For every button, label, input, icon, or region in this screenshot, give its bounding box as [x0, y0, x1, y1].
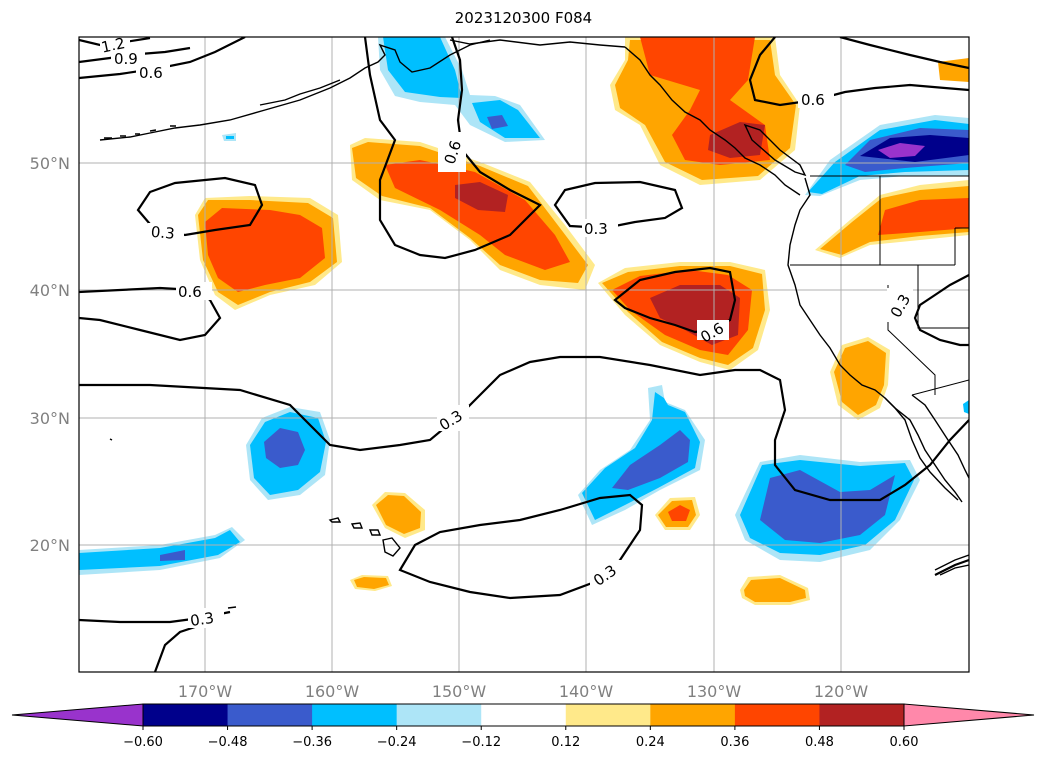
lon-label: 170°W — [178, 682, 233, 701]
colorbar-segment — [819, 704, 905, 726]
colorbar: −0.60 −0.48 −0.36 −0.24 −0.12 0.12 0.24 0.36 0.4… — [11, 703, 1035, 750]
contour-label: 0.9 — [114, 50, 138, 68]
contour-labels: 1.2 0.9 0.6 0.6 0.6 0.3 0.3 0.6 0.6 0.3 … — [100, 37, 914, 630]
colorbar-segment — [734, 704, 820, 726]
lon-label: 120°W — [814, 682, 869, 701]
lon-label: 150°W — [432, 682, 487, 701]
lon-label: 140°W — [559, 682, 614, 701]
colorbar-tick-label: −0.36 — [292, 735, 332, 750]
graticule — [79, 37, 969, 672]
contour-label: 0.3 — [584, 220, 608, 238]
contour-label: 0.3 — [150, 223, 175, 243]
plot-frame — [78, 36, 970, 673]
longitude-labels: 170°W 160°W 150°W 140°W 130°W 120°W — [178, 682, 869, 701]
lon-label: 130°W — [687, 682, 742, 701]
lat-label: 20°N — [30, 536, 70, 555]
colorbar-tick-label: 0.48 — [805, 735, 834, 750]
contour-label: 0.6 — [139, 64, 163, 82]
colorbar-segment — [312, 704, 398, 726]
colorbar-segment — [904, 704, 1034, 726]
map-title: 2023120300 F084 — [454, 9, 593, 27]
contour-label: 0.6 — [178, 283, 202, 301]
colorbar-tick-label: 0.36 — [720, 735, 749, 750]
colorbar-tick-label: −0.24 — [377, 735, 417, 750]
colorbar-tick-label: 0.12 — [551, 735, 580, 750]
colorbar-segment — [12, 704, 143, 726]
coastlines — [99, 39, 969, 609]
negative-anomaly-fills — [79, 37, 969, 575]
contour-label: 0.3 — [189, 609, 215, 630]
contour-label: 0.6 — [801, 91, 825, 109]
map-plot-area: 1.2 0.9 0.6 0.6 0.6 0.3 0.3 0.6 0.6 0.3 … — [79, 37, 969, 672]
colorbar-segment — [227, 704, 313, 726]
colorbar-tick-label: −0.60 — [123, 735, 163, 750]
lat-label: 40°N — [30, 281, 70, 300]
colorbar-segment — [481, 704, 567, 726]
colorbar-segment — [650, 704, 736, 726]
colorbar-tick-label: −0.12 — [461, 735, 501, 750]
colorbar-tick-label: −0.48 — [208, 735, 248, 750]
lon-label: 160°W — [305, 682, 360, 701]
colorbar-segment — [396, 704, 482, 726]
colorbar-segment — [565, 704, 651, 726]
colorbar-tick-label: 0.24 — [636, 735, 665, 750]
lat-label: 50°N — [30, 154, 70, 173]
latitude-labels: 50°N 40°N 30°N 20°N — [30, 154, 70, 555]
lat-label: 30°N — [30, 409, 70, 428]
colorbar-tick-label: 0.60 — [890, 735, 919, 750]
colorbar-frame — [142, 703, 905, 727]
colorbar-segment — [143, 704, 229, 726]
